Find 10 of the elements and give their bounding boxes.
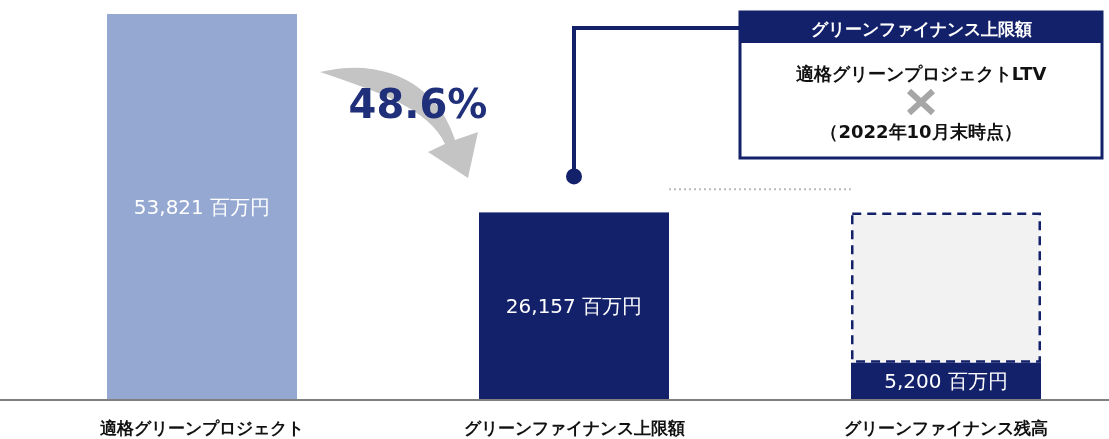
data-label: 26,157 百万円 bbox=[505, 294, 643, 319]
annotation: （2022年10月末時点） bbox=[820, 121, 1022, 142]
data-label: 53,821 百万円 bbox=[133, 195, 271, 219]
x-tick-label: グリーンファイナンス残高 bbox=[844, 418, 1048, 438]
annotation: 適格グリーンプロジェクトLTV bbox=[795, 63, 1047, 84]
data-label: 5,200 百万円 bbox=[884, 369, 1008, 394]
annotation: グリーンファイナンス上限額 bbox=[810, 19, 1032, 39]
x-tick-label: 適格グリーンプロジェクト bbox=[100, 418, 304, 438]
x-tick-label: グリーンファイナンス上限額 bbox=[463, 418, 685, 438]
annotation: 48.6% bbox=[348, 81, 488, 127]
